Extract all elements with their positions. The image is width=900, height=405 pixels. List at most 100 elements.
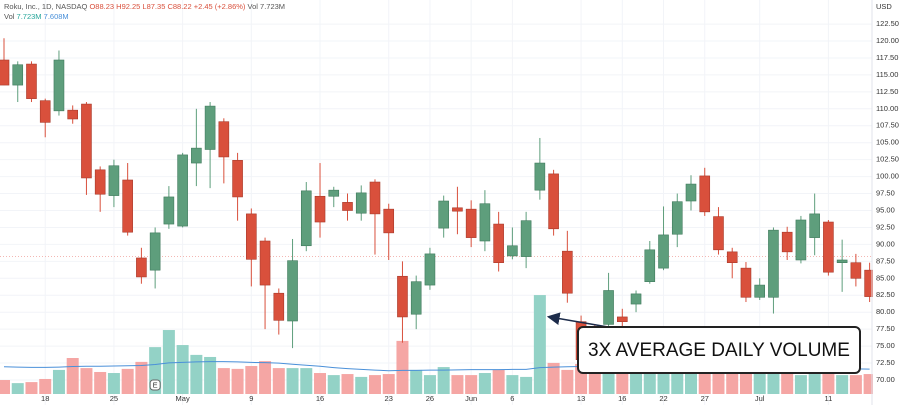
candle-body [534, 162, 546, 191]
candle-body [232, 160, 243, 198]
y-tick-label: 110.00 [876, 104, 898, 113]
vol-ma-value: 7.608M [44, 12, 69, 21]
candle-body [300, 190, 312, 247]
volume-bar [602, 368, 615, 394]
volume-bar [836, 375, 849, 394]
candle-body [465, 208, 477, 238]
volume-bar [863, 374, 876, 394]
y-tick-label: 85.00 [876, 273, 895, 282]
earnings-label: E [153, 380, 158, 389]
volume-bar [712, 371, 725, 394]
y-tick-label: 87.50 [876, 256, 895, 265]
volume-bar [259, 361, 272, 394]
volume-bar [465, 375, 478, 394]
volume-bar [11, 383, 24, 394]
volume-bar [781, 373, 794, 394]
x-axis: 18 25 May 9 16 23 26 Jun 6 13 16 22 27 Jul 11 [41, 394, 832, 403]
volume-bar [533, 295, 546, 394]
symbol: Roku, Inc., 1D, NASDAQ [4, 2, 88, 11]
candle-body [342, 202, 353, 211]
volume-bar [698, 373, 711, 394]
candle-body [823, 221, 834, 273]
volume-bar [657, 371, 670, 394]
x-tick-label: 22 [659, 394, 667, 403]
candle-body [369, 181, 381, 215]
vol-value: 7.723M [17, 12, 42, 21]
candle-body [424, 253, 436, 286]
arrow [546, 312, 609, 328]
x-tick-label: 9 [249, 394, 253, 403]
volume-bar [643, 371, 656, 394]
x-tick-label: 26 [426, 394, 434, 403]
volume-bar [245, 366, 258, 394]
x-tick-label: 18 [41, 394, 49, 403]
volume-bar [204, 356, 217, 394]
candle-body [520, 220, 532, 257]
candle-body [603, 290, 614, 325]
volume-bar [410, 369, 423, 394]
volume-bar [314, 373, 327, 394]
volume-bar [423, 375, 436, 394]
candle-body [850, 262, 862, 279]
volume-bar [520, 376, 533, 394]
header-line: Roku, Inc., 1D, NASDAQ O88.23 H92.25 L87… [4, 2, 285, 11]
volume-bar [794, 375, 807, 394]
x-tick-label: Jul [755, 394, 765, 403]
y-tick-label: 102.50 [876, 155, 899, 164]
candle-body [26, 63, 37, 99]
candle-body [740, 267, 752, 298]
x-tick-label: Jun [465, 394, 477, 403]
x-tick-label: 11 [825, 394, 833, 403]
x-tick-label: 23 [385, 394, 393, 403]
y-tick-label: 112.50 [876, 87, 898, 96]
candle-body [630, 293, 642, 305]
earnings-badge [149, 379, 161, 391]
volume-bar [66, 357, 79, 394]
candle-body [12, 64, 24, 86]
volume-bar [355, 376, 368, 394]
candle-body [781, 231, 793, 253]
volume-bar [121, 368, 134, 394]
volume-bar [726, 373, 739, 394]
price-pane [0, 38, 875, 362]
candle-body [39, 100, 51, 123]
y-tick-label: 100.00 [876, 172, 899, 181]
candle-body [67, 109, 78, 120]
volume-bar [382, 374, 395, 394]
volume-bar [272, 368, 285, 394]
candle-body [452, 207, 463, 212]
volume-bar [368, 375, 381, 394]
volume-bar [588, 368, 601, 394]
volume-bar [231, 368, 244, 394]
y-tick-label: 90.00 [876, 239, 895, 248]
y-tick-label: 115.00 [876, 70, 898, 79]
volume-bar [52, 369, 65, 394]
volume-bar [547, 362, 560, 394]
y-tick-label: 82.50 [876, 290, 895, 299]
candle-body [136, 257, 147, 278]
volume-bar [25, 382, 38, 394]
y-tick-label: 92.50 [876, 222, 895, 231]
candle-body [548, 173, 559, 230]
volume-bar [135, 361, 148, 394]
y-tick-label: 117.50 [876, 53, 898, 62]
x-tick-label: 16 [618, 394, 626, 403]
x-tick-label: 6 [510, 394, 514, 403]
candle-body [616, 316, 628, 322]
y-tick-label: 70.00 [876, 375, 895, 384]
volume-bar [478, 373, 491, 394]
volume-bar [753, 371, 766, 394]
volume-bar [190, 354, 203, 394]
candle-body [287, 260, 298, 322]
candle-body [355, 192, 367, 214]
candle-body [644, 249, 656, 282]
volume-bar [808, 374, 821, 394]
candle-body [397, 275, 408, 318]
ohlc: O88.23 H92.25 L87.35 C88.22 +2.45 (+2.86… [89, 2, 245, 11]
candle-body [768, 229, 779, 298]
candle-body [562, 250, 573, 294]
candle-body [410, 281, 422, 315]
candle-body [685, 183, 697, 202]
candle-body [81, 103, 92, 179]
volume-bar [437, 367, 450, 394]
